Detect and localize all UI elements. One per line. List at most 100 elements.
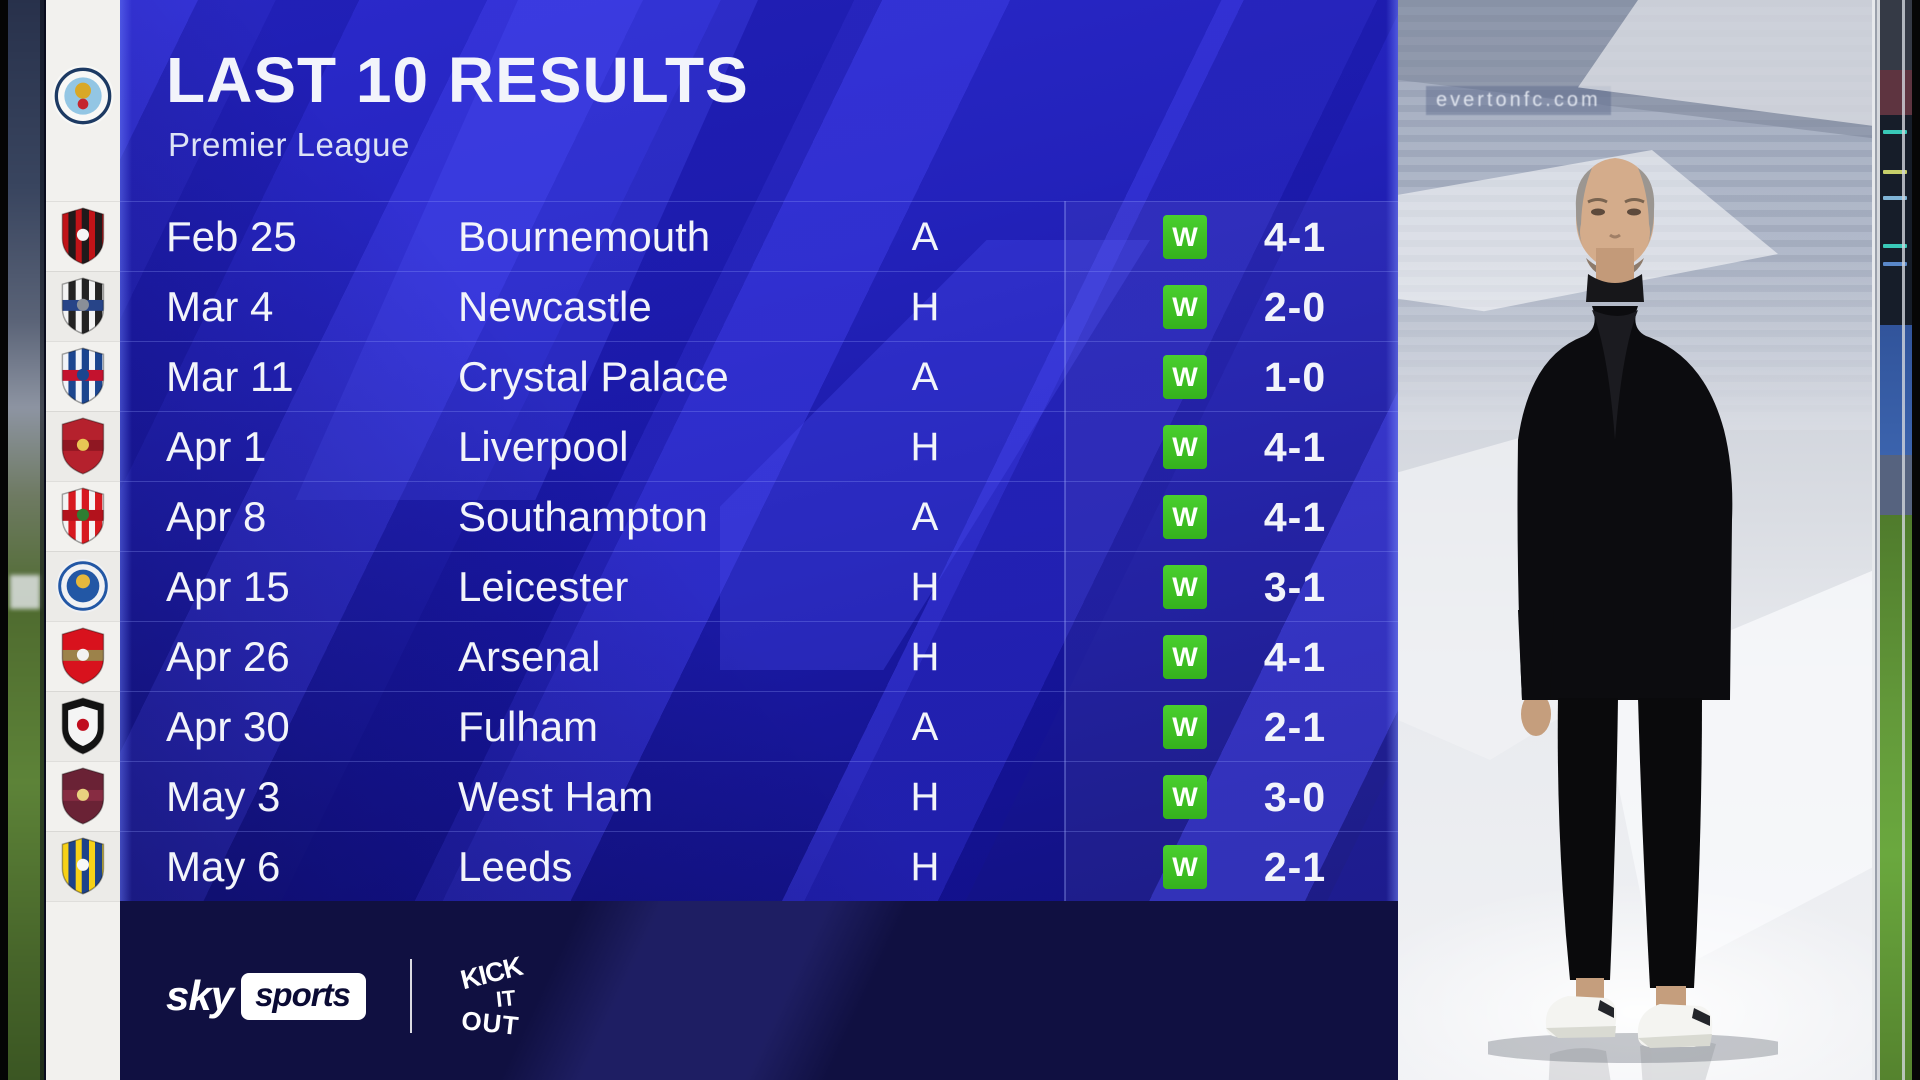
- match-opponent: Arsenal: [458, 633, 601, 680]
- match-opponent: Leeds: [458, 843, 573, 890]
- result-row: Apr 26 Arsenal H W 4-1: [120, 621, 1398, 692]
- opponent-badge-arsenal: [55, 627, 111, 685]
- match-opponent: West Ham: [458, 773, 654, 820]
- left-frame-divider: [40, 0, 46, 1080]
- slice-edge-lines: [1872, 0, 1880, 1080]
- page-title: LAST 10 RESULTS: [166, 44, 749, 116]
- match-date: Mar 11: [166, 353, 294, 400]
- sky-sports-logo: sports: [241, 972, 366, 1020]
- panel-left-highlight: [120, 0, 132, 1080]
- match-venue: A: [911, 355, 939, 399]
- opponent-badge-liverpool: [55, 417, 111, 475]
- result-badge-win: W: [1163, 215, 1207, 259]
- match-date: Apr 15: [166, 563, 290, 610]
- match-score: 4-1: [1263, 494, 1327, 540]
- result-badge-win: W: [1163, 355, 1207, 399]
- opponent-badge-leeds: [55, 837, 111, 895]
- results-table: Feb 25 Bournemouth A W 4-1 Mar 4 Newcast…: [120, 201, 1398, 902]
- match-score: 4-1: [1263, 634, 1327, 680]
- svg-text:KICK: KICK: [458, 951, 527, 995]
- logo-divider: [409, 959, 412, 1033]
- page-subtitle: Premier League: [168, 126, 410, 163]
- match-venue: A: [911, 215, 939, 259]
- stadium-sign-text: evertonfc.com: [1426, 86, 1611, 115]
- right-frame-bar: [1912, 0, 1920, 1080]
- match-venue: H: [910, 425, 940, 469]
- result-badge-win: W: [1163, 705, 1207, 749]
- result-badge-win: W: [1163, 845, 1207, 889]
- result-badge-win: W: [1163, 425, 1207, 469]
- match-venue: H: [910, 565, 940, 609]
- result-badge-win: W: [1163, 565, 1207, 609]
- match-date: Apr 1: [166, 423, 267, 470]
- match-venue: H: [910, 635, 940, 679]
- match-score: 2-1: [1263, 844, 1327, 890]
- sky-logo: sky: [166, 972, 234, 1019]
- result-row: Mar 11 Crystal Palace A W 1-0: [120, 341, 1398, 412]
- left-frame-bar: [0, 0, 8, 1080]
- floor-highlight: [1398, 880, 1872, 1080]
- match-opponent: Fulham: [458, 703, 599, 750]
- opponent-badge-crystal-palace: [55, 347, 111, 405]
- result-badge-win: W: [1163, 775, 1207, 819]
- match-score: 1-0: [1263, 354, 1327, 400]
- match-date: May 6: [166, 843, 281, 890]
- kick-it-out-logo: KICK IT OUT: [446, 950, 538, 1042]
- result-row: Apr 30 Fulham A W 2-1: [120, 691, 1398, 762]
- panel-right-highlight: [1386, 0, 1398, 1080]
- footer-bar: sky sports KICK IT OUT: [120, 901, 1398, 1080]
- result-column-tint: [1065, 201, 1398, 901]
- match-date: Apr 26: [166, 633, 290, 680]
- team-badge-column: [46, 0, 120, 1080]
- match-score: 3-0: [1263, 774, 1327, 820]
- result-row: Mar 4 Newcastle H W 2-0: [120, 271, 1398, 342]
- match-date: Apr 30: [166, 703, 290, 750]
- match-date: Apr 8: [166, 493, 267, 540]
- match-score: 2-1: [1263, 704, 1327, 750]
- match-opponent: Newcastle: [458, 283, 652, 330]
- opponent-badge-leicester: [55, 557, 111, 615]
- result-badge-win: W: [1163, 285, 1207, 329]
- match-date: Feb 25: [166, 213, 297, 260]
- match-opponent: Crystal Palace: [458, 353, 729, 400]
- match-venue: H: [910, 845, 940, 889]
- results-panel: LAST 10 RESULTS Premier League Feb 25 Bo…: [120, 0, 1398, 1080]
- match-opponent: Southampton: [458, 493, 708, 540]
- match-opponent: Leicester: [458, 563, 629, 610]
- svg-text:OUT: OUT: [460, 1005, 521, 1041]
- match-venue: A: [911, 495, 939, 539]
- result-badge-win: W: [1163, 495, 1207, 539]
- corner-shading: [120, 0, 1398, 1080]
- opponent-badge-southampton: [55, 487, 111, 545]
- match-venue: A: [911, 705, 939, 749]
- match-date: Mar 4: [166, 283, 274, 330]
- match-score: 2-0: [1263, 284, 1327, 330]
- match-date: May 3: [166, 773, 281, 820]
- footer-logos: sky sports KICK IT OUT: [166, 951, 538, 1041]
- result-row: Apr 1 Liverpool H W 4-1: [120, 411, 1398, 482]
- table-vertical-divider: [1064, 201, 1066, 901]
- result-row: Apr 15 Leicester H W 3-1: [120, 551, 1398, 622]
- opponent-badge-west-ham: [55, 767, 111, 825]
- opponent-badge-newcastle: [55, 277, 111, 335]
- svg-text:IT: IT: [495, 985, 518, 1012]
- result-row: May 6 Leeds H W 2-1: [120, 831, 1398, 902]
- manager-photo: [1488, 158, 1778, 1080]
- match-score: 3-1: [1263, 564, 1327, 610]
- left-stadium-strip: [8, 0, 44, 1080]
- match-score: 4-1: [1263, 214, 1327, 260]
- manager-photo-backdrop: evertonfc.com: [1398, 0, 1872, 1080]
- match-score: 4-1: [1263, 424, 1327, 470]
- opponent-badge-bournemouth: [55, 207, 111, 265]
- live-feed-slice: [1880, 0, 1912, 1080]
- club-badge-manchester-city: [51, 62, 115, 130]
- result-row: Apr 8 Southampton A W 4-1: [120, 481, 1398, 552]
- opponent-badge-fulham: [55, 697, 111, 755]
- result-row: May 3 West Ham H W 3-0: [120, 761, 1398, 832]
- result-badge-win: W: [1163, 635, 1207, 679]
- result-row: Feb 25 Bournemouth A W 4-1: [120, 201, 1398, 272]
- match-venue: H: [910, 775, 940, 819]
- match-venue: H: [910, 285, 940, 329]
- match-opponent: Bournemouth: [458, 213, 711, 260]
